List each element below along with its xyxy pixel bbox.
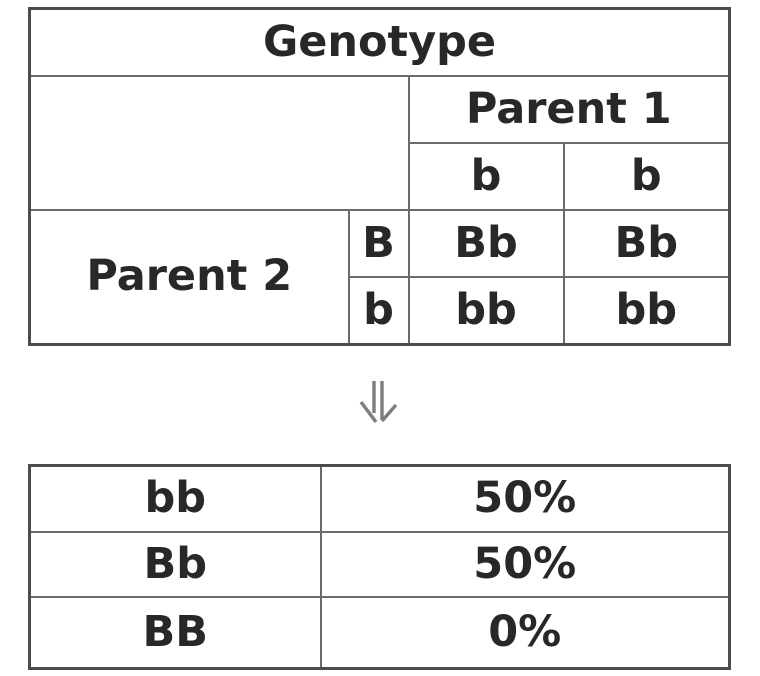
punnett-cell-0-1: Bb — [562, 208, 731, 278]
parent1-allele-1: b — [407, 142, 565, 211]
parent1-label: Parent 1 — [407, 75, 731, 145]
table-row: BB 0% — [28, 595, 731, 670]
parent2-label: Parent 2 — [28, 208, 350, 346]
genotype-results-table: bb 50% Bb 50% BB 0% — [28, 464, 731, 670]
punnett-cell-1-1: bb — [562, 275, 731, 346]
double-down-arrow-icon — [359, 381, 398, 424]
punnett-cell-1-0: bb — [407, 275, 565, 346]
result-genotype-BB: BB — [28, 595, 322, 670]
result-percent-BB: 0% — [319, 595, 731, 670]
empty-corner-cell — [28, 75, 410, 211]
result-percent-Bb: 50% — [319, 530, 731, 598]
table-row: bb 50% — [28, 464, 731, 533]
parent2-allele-2: b — [347, 275, 410, 346]
parent1-allele-2: b — [562, 142, 731, 211]
table-row: Bb 50% — [28, 530, 731, 598]
genotype-title: Genotype — [28, 7, 731, 78]
result-percent-bb: 50% — [319, 464, 731, 533]
arrow-container — [28, 380, 728, 430]
result-genotype-bb: bb — [28, 464, 322, 533]
punnett-square-table: Genotype Parent 1 b b Parent 2 B Bb Bb b… — [28, 7, 732, 346]
result-genotype-Bb: Bb — [28, 530, 322, 598]
parent2-allele-1: B — [347, 208, 410, 278]
punnett-cell-0-0: Bb — [407, 208, 565, 278]
